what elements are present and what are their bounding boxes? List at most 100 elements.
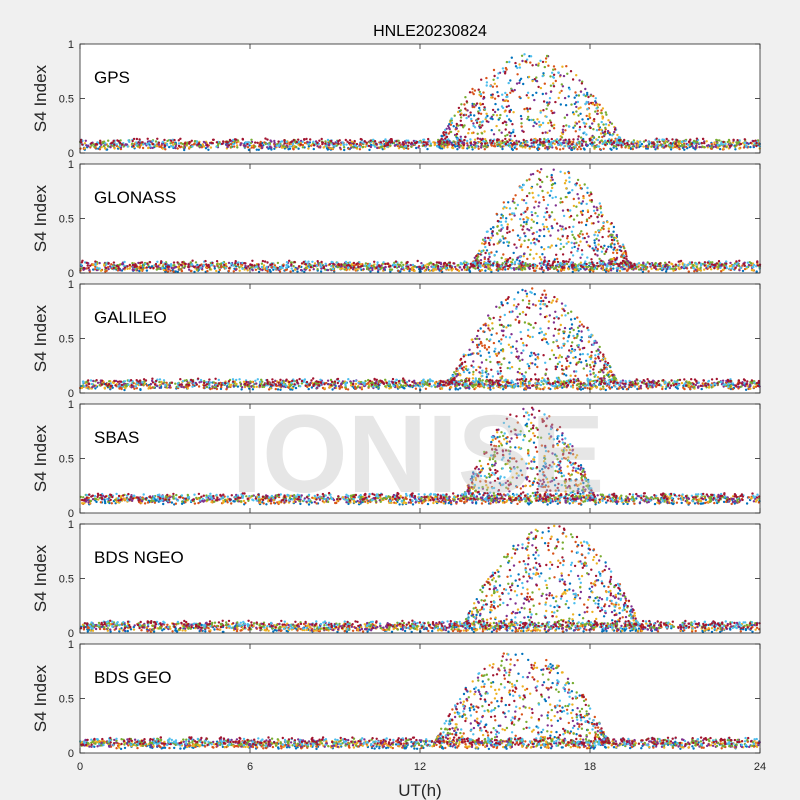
data-point: [551, 196, 554, 200]
data-point: [324, 140, 327, 143]
data-point: [639, 140, 642, 144]
data-point: [492, 243, 496, 246]
data-point: [457, 141, 460, 144]
data-point: [530, 145, 533, 148]
data-point: [586, 101, 589, 104]
data-point: [532, 257, 535, 260]
data-point: [255, 265, 258, 268]
data-point: [554, 79, 557, 83]
data-point: [436, 145, 439, 148]
data-point: [476, 132, 479, 135]
data-point: [723, 266, 727, 269]
data-point: [595, 206, 598, 209]
data-point: [271, 262, 274, 266]
data-point: [208, 268, 212, 271]
data-point: [207, 148, 210, 151]
data-point: [353, 139, 356, 143]
data-point: [597, 125, 600, 128]
data-point: [289, 270, 292, 273]
data-point: [535, 122, 538, 126]
data-point: [572, 140, 575, 144]
data-point: [460, 103, 463, 106]
data-point: [137, 261, 140, 265]
data-point: [620, 255, 623, 258]
data-point: [183, 265, 187, 268]
data-point: [700, 387, 703, 391]
data-point: [717, 146, 720, 149]
data-point: [495, 141, 499, 144]
data-point: [650, 145, 653, 148]
data-point: [610, 246, 613, 249]
data-point: [224, 267, 227, 270]
data-point: [432, 141, 435, 144]
data-point: [147, 146, 150, 150]
data-point: [493, 110, 497, 114]
data-point: [161, 140, 164, 144]
data-point: [683, 144, 686, 147]
data-point: [191, 259, 194, 262]
data-point: [207, 263, 210, 267]
data-point: [569, 318, 573, 321]
data-point: [452, 140, 455, 143]
data-point: [539, 123, 543, 127]
data-point: [131, 263, 135, 267]
data-point: [710, 263, 714, 266]
data-point: [701, 137, 705, 141]
data-point: [479, 112, 483, 116]
data-point: [545, 225, 549, 229]
data-point: [484, 245, 487, 249]
data-point: [738, 147, 741, 150]
data-point: [305, 137, 308, 141]
data-point: [471, 263, 475, 266]
data-point: [520, 213, 523, 216]
data-point: [490, 96, 493, 99]
data-point: [609, 243, 613, 246]
data-point: [672, 265, 675, 268]
data-point: [562, 214, 566, 218]
data-point: [479, 354, 482, 357]
data-point: [509, 263, 512, 267]
data-point: [504, 237, 507, 240]
data-point: [495, 85, 499, 88]
data-point: [536, 139, 539, 142]
data-point: [570, 241, 573, 244]
data-point: [177, 142, 181, 145]
data-point: [283, 142, 286, 145]
data-point: [124, 143, 128, 146]
data-point: [222, 140, 225, 143]
data-point: [204, 141, 207, 145]
data-point: [567, 268, 570, 271]
data-point: [502, 201, 505, 204]
data-point: [690, 142, 693, 146]
data-point: [610, 262, 613, 266]
data-point: [501, 262, 504, 265]
data-point: [107, 139, 110, 142]
data-point: [590, 101, 593, 105]
data-point: [446, 141, 449, 145]
data-point: [180, 142, 183, 145]
data-point: [522, 255, 525, 258]
data-point: [387, 265, 391, 268]
data-point: [154, 140, 158, 143]
data-point: [523, 267, 526, 270]
data-point: [597, 220, 600, 223]
data-point: [577, 234, 580, 237]
data-point: [123, 266, 127, 269]
data-point: [507, 104, 510, 108]
data-point: [536, 264, 539, 268]
data-point: [471, 91, 474, 94]
data-point: [594, 97, 597, 100]
data-point: [609, 269, 613, 272]
data-point: [726, 140, 729, 144]
data-point: [683, 263, 686, 266]
data-point: [206, 143, 209, 147]
data-point: [495, 250, 498, 253]
data-point: [576, 100, 580, 104]
data-point: [457, 110, 460, 114]
data-point: [540, 246, 543, 249]
data-point: [703, 264, 706, 267]
data-point: [105, 267, 108, 270]
data-point: [528, 178, 531, 181]
data-point: [580, 336, 583, 339]
data-point: [561, 266, 564, 270]
